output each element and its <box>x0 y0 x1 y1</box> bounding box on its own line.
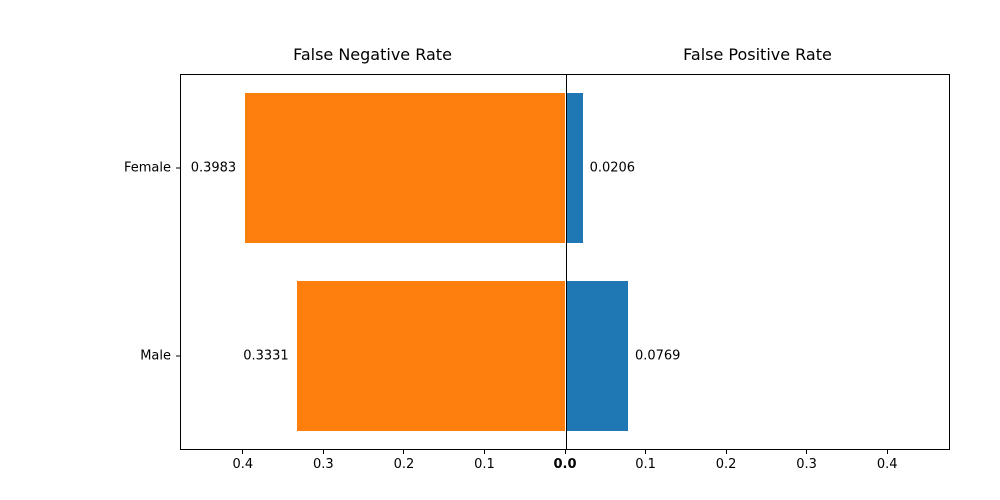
x-tick-label-right-0.4-mark <box>886 450 888 454</box>
x-tick-label-left-0.2: 0.2 <box>393 457 415 472</box>
x-tick-label-right-0.3: 0.3 <box>796 457 817 472</box>
x-tick-label-right-0.1-mark <box>645 450 647 454</box>
bar-fpr-male <box>566 281 629 431</box>
bar-value-label-fnr-male: 0.3331 <box>243 348 289 364</box>
bar-fpr-female <box>566 93 584 243</box>
x-tick-label-right-0.3-mark <box>806 450 808 454</box>
x-tick-label-left-0.4-mark <box>242 450 244 454</box>
x-tick-label-center-0-0: 0.0 <box>553 457 577 472</box>
x-tick-label-left-0.1-mark <box>483 450 485 454</box>
bar-value-label-fpr-female: 0.0206 <box>589 160 636 176</box>
left-subplot-title: False Negative Rate <box>293 45 452 64</box>
x-tick-label-center-0-0-mark <box>564 450 566 454</box>
zero-axis-line <box>565 75 567 449</box>
x-tick-label-left-0.2-mark <box>403 450 405 454</box>
plot-area <box>180 74 950 450</box>
x-tick-label-left-0.4: 0.4 <box>232 457 254 472</box>
x-tick-label-left-0.1: 0.1 <box>474 457 495 472</box>
bar-fnr-male <box>297 281 566 431</box>
bar-fnr-female <box>244 93 566 243</box>
x-tick-label-left-0.3-mark <box>322 450 324 454</box>
x-tick-label-right-0.4: 0.4 <box>876 457 898 472</box>
bar-value-label-fnr-female: 0.3983 <box>190 160 237 176</box>
x-tick-label-left-0.3: 0.3 <box>313 457 334 472</box>
x-tick-label-right-0.2-mark <box>725 450 727 454</box>
bar-value-label-fpr-male: 0.0769 <box>634 348 681 364</box>
y-tick-mark-female <box>176 167 180 169</box>
x-tick-label-right-0.1: 0.1 <box>635 457 656 472</box>
y-tick-mark-male <box>176 355 180 357</box>
right-subplot-title: False Positive Rate <box>683 45 832 64</box>
y-tick-label-female: Female <box>123 160 171 176</box>
y-tick-label-male: Male <box>140 348 171 364</box>
x-tick-label-right-0.2: 0.2 <box>715 457 737 472</box>
